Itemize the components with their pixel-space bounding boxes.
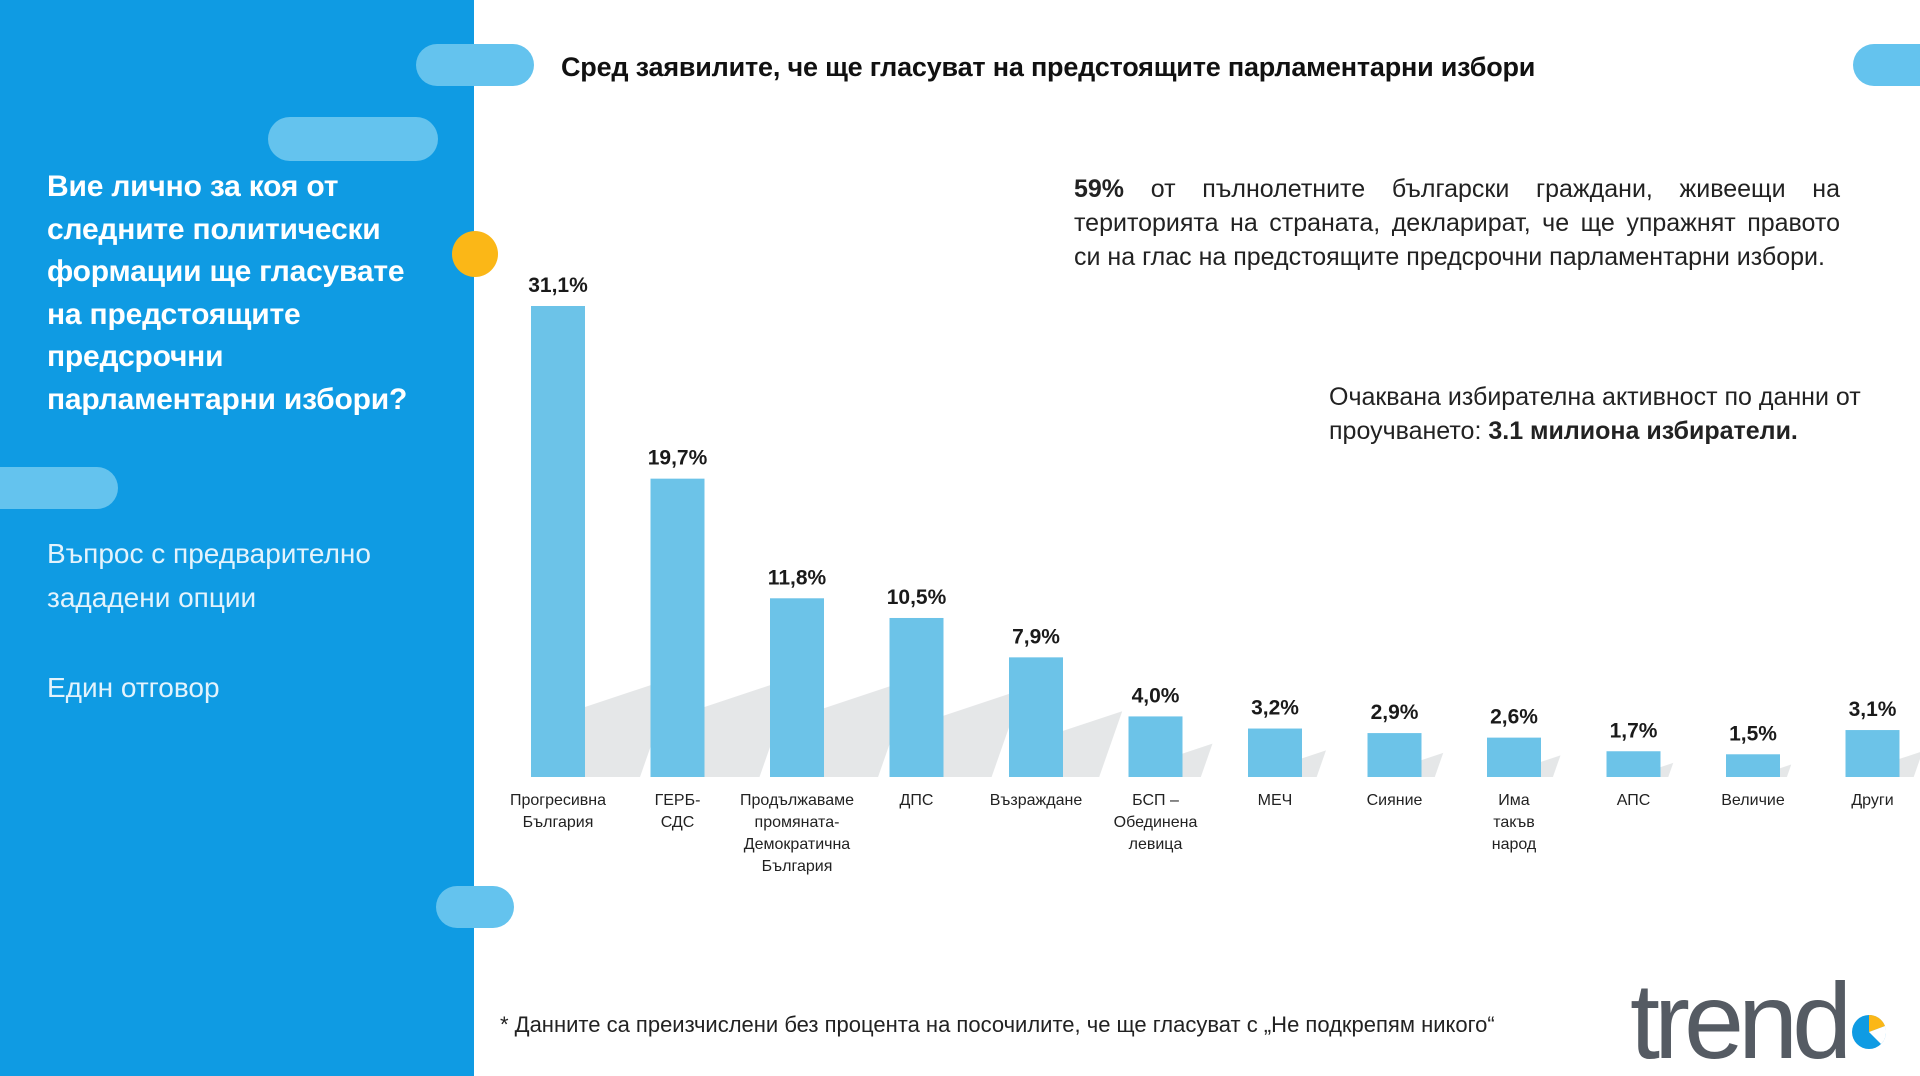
bar-value-label: 1,7% [1610,719,1658,742]
category-label: Възраждане [990,792,1083,809]
bar-shadows [585,677,1920,777]
bar-shadow [1421,752,1444,777]
bar-value-label: 4,0% [1132,684,1180,707]
bar-shadow [1302,750,1326,777]
bar [1845,730,1900,777]
category-label: Има такъв народ [1492,792,1537,853]
expected-turnout-info: Очаквана избирателна активност по данни … [1329,380,1869,448]
bar [1128,716,1183,777]
category-label: ГЕРБ-СДС [655,792,701,831]
category-label: Величие [1721,792,1785,809]
bar [889,617,944,777]
bar [1248,728,1302,777]
decor-pill [0,467,118,509]
bar-value-label: 7,9% [1012,625,1060,648]
answer-type-note: Един отговор [47,672,220,703]
bar-shadow [1541,755,1561,777]
bar [1487,737,1541,777]
footnote: * Данните са преизчислени без процента н… [500,1012,1495,1037]
sidebar-panel [0,0,474,1076]
survey-question: Вие лично за коя от следните политически… [47,170,408,416]
bar-shadow [1063,711,1123,777]
bar [650,478,705,777]
bar-value-label: 31,1% [528,274,588,297]
decor-pill [1853,44,1920,86]
bar-value-label: 3,2% [1251,697,1299,720]
bar [1606,751,1661,777]
bar-value-label: 10,5% [887,586,947,609]
expected-value: 3.1 милиона избиратели. [1488,417,1798,445]
turnout-percent: 59% [1074,175,1125,203]
bar-shadow [1182,743,1213,777]
bar [1009,657,1063,777]
logo-text: trend [1630,970,1846,1066]
category-label: Прогресивна България [510,792,606,831]
category-label: Продължаваме промяната-Демократична Българ… [740,792,854,875]
category-label: ДПС [900,792,934,809]
bar [1726,754,1780,777]
category-label: БСП – Обединена левица [1114,792,1198,853]
page-title: Сред заявилите, че ще гласуват на предст… [561,52,1536,82]
bar-value-label: 3,1% [1849,698,1897,721]
trend-logo: trend [1630,970,1887,1066]
bar-shadow [943,689,1023,777]
decor-pill [416,44,534,86]
bar-chart: 31,1% Прогресивна България 19,7% ГЕРБ-СДС 11,… [510,274,1920,875]
bar-value-label: 2,9% [1371,701,1419,724]
bar-value-label: 11,8% [768,566,827,589]
question-type-note: Въпрос с предварително зададени опции [47,538,371,613]
turnout-text: от пълнолетните български граждани, живе… [1074,175,1840,271]
category-label: АПС [1617,792,1651,809]
accent-dot [452,231,498,277]
bar-value-label: 1,5% [1729,722,1777,745]
turnout-info: 59% от пълнолетните български граждани, … [1074,172,1840,274]
bar [1367,733,1422,777]
category-label: Други [1851,792,1893,809]
bar [770,598,824,777]
category-label: Сияние [1367,792,1423,809]
bar-value-label: 19,7% [648,447,708,470]
decor-pill [268,117,438,161]
bar-value-label: 2,6% [1490,706,1538,729]
decor-pill [436,886,514,928]
expected-text: Очаквана избирателна активност по данни … [1329,383,1861,445]
bar-shadow [1780,764,1792,777]
bar-shadow [1899,752,1920,777]
bar-shadow [1660,762,1674,777]
bar [531,306,585,777]
category-label: МЕЧ [1258,792,1293,809]
